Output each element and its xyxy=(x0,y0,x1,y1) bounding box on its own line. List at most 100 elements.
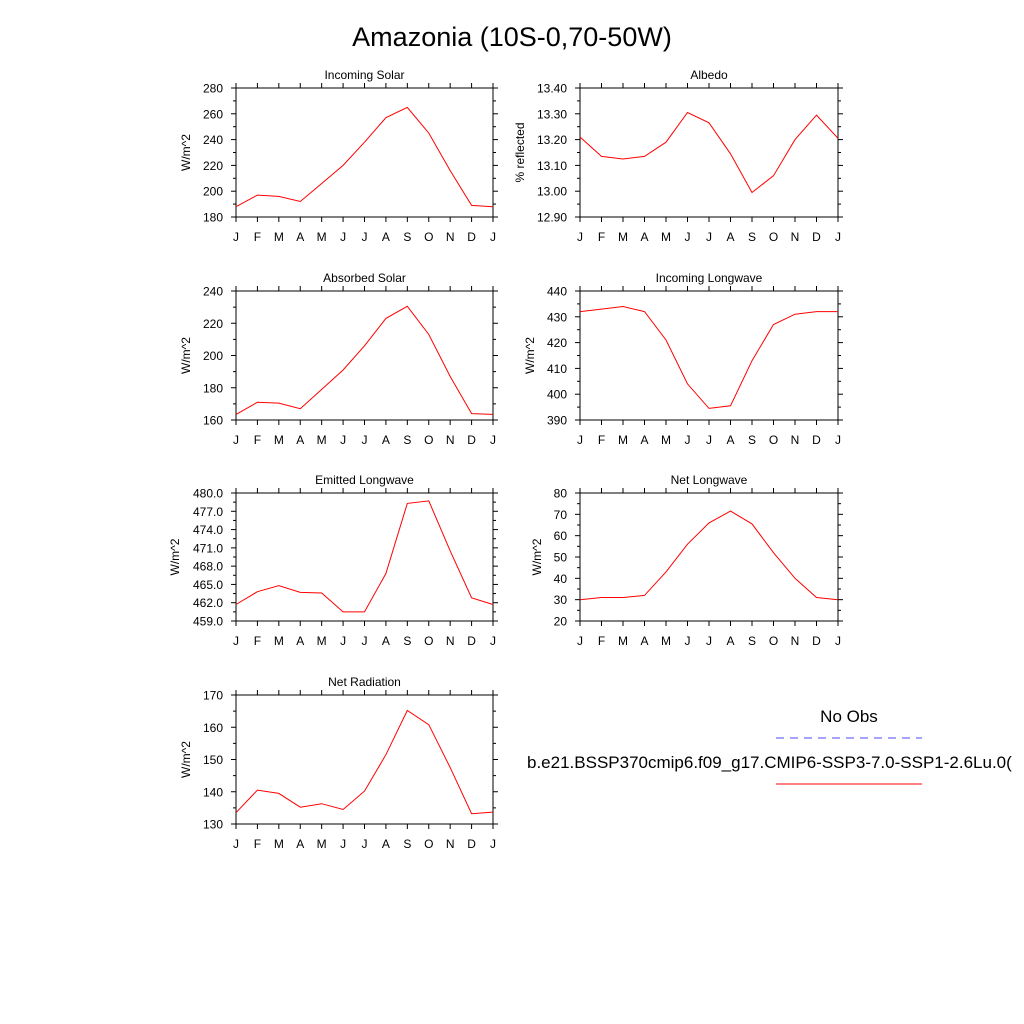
y-tick-label: 430 xyxy=(547,310,567,324)
y-tick-label: 13.40 xyxy=(537,82,567,96)
x-tick-label: N xyxy=(446,433,455,447)
y-tick-label: 40 xyxy=(554,572,568,586)
y-tick-label: 390 xyxy=(547,414,567,428)
x-tick-label: F xyxy=(254,433,261,447)
y-axis-label: W/m^2 xyxy=(523,337,537,374)
y-axis-label: W/m^2 xyxy=(530,538,544,575)
x-tick-label: J xyxy=(835,433,841,447)
x-tick-label: J xyxy=(233,634,239,648)
y-tick-label: 30 xyxy=(554,593,568,607)
x-tick-label: M xyxy=(661,433,671,447)
y-tick-label: 70 xyxy=(554,508,568,522)
x-tick-label: M xyxy=(274,837,284,851)
series-line-net-radiation xyxy=(235,709,494,815)
series-line-net-longwave xyxy=(579,510,839,601)
y-tick-label: 440 xyxy=(547,285,567,299)
y-tick-label: 13.20 xyxy=(537,133,567,147)
x-tick-label: O xyxy=(424,837,433,851)
y-tick-label: 400 xyxy=(547,388,567,402)
x-tick-label: A xyxy=(296,837,304,851)
series-line-absorbed-solar xyxy=(235,305,494,415)
x-tick-label: N xyxy=(446,634,455,648)
x-tick-label: M xyxy=(618,634,628,648)
x-tick-label: J xyxy=(490,634,496,648)
panel-title: Emitted Longwave xyxy=(315,473,414,487)
y-tick-label: 468.0 xyxy=(193,560,223,574)
x-tick-label: N xyxy=(446,230,455,244)
y-tick-label: 160 xyxy=(203,414,223,428)
x-tick-label: F xyxy=(254,837,261,851)
x-tick-label: O xyxy=(769,230,778,244)
x-tick-label: J xyxy=(706,230,712,244)
y-tick-label: 80 xyxy=(554,487,568,501)
panel-title: Net Radiation xyxy=(328,675,401,689)
x-tick-label: J xyxy=(706,634,712,648)
legend-model-label: b.e21.BSSP370cmip6.f09_g17.CMIP6-SSP3-7.… xyxy=(527,753,1012,772)
x-tick-label: J xyxy=(362,837,368,851)
x-tick-label: N xyxy=(791,230,800,244)
y-tick-label: 13.30 xyxy=(537,107,567,121)
x-tick-label: J xyxy=(233,433,239,447)
y-tick-label: 220 xyxy=(203,317,223,331)
x-tick-label: S xyxy=(748,230,756,244)
x-tick-label: M xyxy=(274,634,284,648)
y-tick-label: 474.0 xyxy=(193,523,223,537)
x-tick-label: M xyxy=(317,837,327,851)
legend: No Obs b.e21.BSSP370cmip6.f09_g17.CMIP6-… xyxy=(527,707,1012,785)
y-tick-label: 220 xyxy=(203,159,223,173)
y-axis-label: W/m^2 xyxy=(168,538,182,575)
x-tick-label: J xyxy=(490,433,496,447)
x-tick-label: J xyxy=(233,230,239,244)
x-tick-label: M xyxy=(274,433,284,447)
series-line-incoming-solar xyxy=(235,106,494,208)
y-tick-label: 462.0 xyxy=(193,596,223,610)
x-tick-label: N xyxy=(791,433,800,447)
x-tick-label: S xyxy=(403,837,411,851)
panel-title: Absorbed Solar xyxy=(323,271,406,285)
x-tick-label: J xyxy=(340,230,346,244)
x-tick-label: M xyxy=(274,230,284,244)
y-tick-label: 50 xyxy=(554,551,568,565)
x-tick-label: J xyxy=(835,634,841,648)
x-tick-label: J xyxy=(362,433,368,447)
y-tick-label: 160 xyxy=(203,721,223,735)
y-tick-label: 130 xyxy=(203,818,223,832)
x-tick-label: F xyxy=(598,433,605,447)
y-tick-label: 410 xyxy=(547,362,567,376)
x-tick-label: D xyxy=(467,634,476,648)
y-tick-label: 420 xyxy=(547,336,567,350)
x-tick-label: M xyxy=(661,634,671,648)
x-tick-label: A xyxy=(296,634,304,648)
x-tick-label: J xyxy=(490,837,496,851)
x-tick-label: J xyxy=(577,634,583,648)
x-tick-label: N xyxy=(446,837,455,851)
x-tick-label: F xyxy=(254,230,261,244)
x-tick-label: J xyxy=(340,837,346,851)
x-tick-label: F xyxy=(598,230,605,244)
x-tick-label: J xyxy=(835,230,841,244)
x-tick-label: A xyxy=(726,433,734,447)
x-tick-label: F xyxy=(598,634,605,648)
legend-obs-label: No Obs xyxy=(820,707,878,726)
y-tick-label: 150 xyxy=(203,753,223,767)
x-tick-label: A xyxy=(296,433,304,447)
x-tick-label: J xyxy=(490,230,496,244)
y-tick-label: 480.0 xyxy=(193,487,223,501)
y-tick-label: 465.0 xyxy=(193,578,223,592)
series-line-albedo xyxy=(579,111,839,194)
x-tick-label: D xyxy=(812,634,821,648)
x-tick-label: A xyxy=(726,634,734,648)
x-tick-label: A xyxy=(640,433,648,447)
x-tick-label: O xyxy=(769,634,778,648)
x-tick-label: O xyxy=(769,433,778,447)
y-tick-label: 459.0 xyxy=(193,615,223,629)
x-tick-label: J xyxy=(362,230,368,244)
x-tick-label: D xyxy=(467,837,476,851)
y-axis-label: % reflected xyxy=(513,122,527,182)
panel-title: Incoming Longwave xyxy=(656,271,763,285)
